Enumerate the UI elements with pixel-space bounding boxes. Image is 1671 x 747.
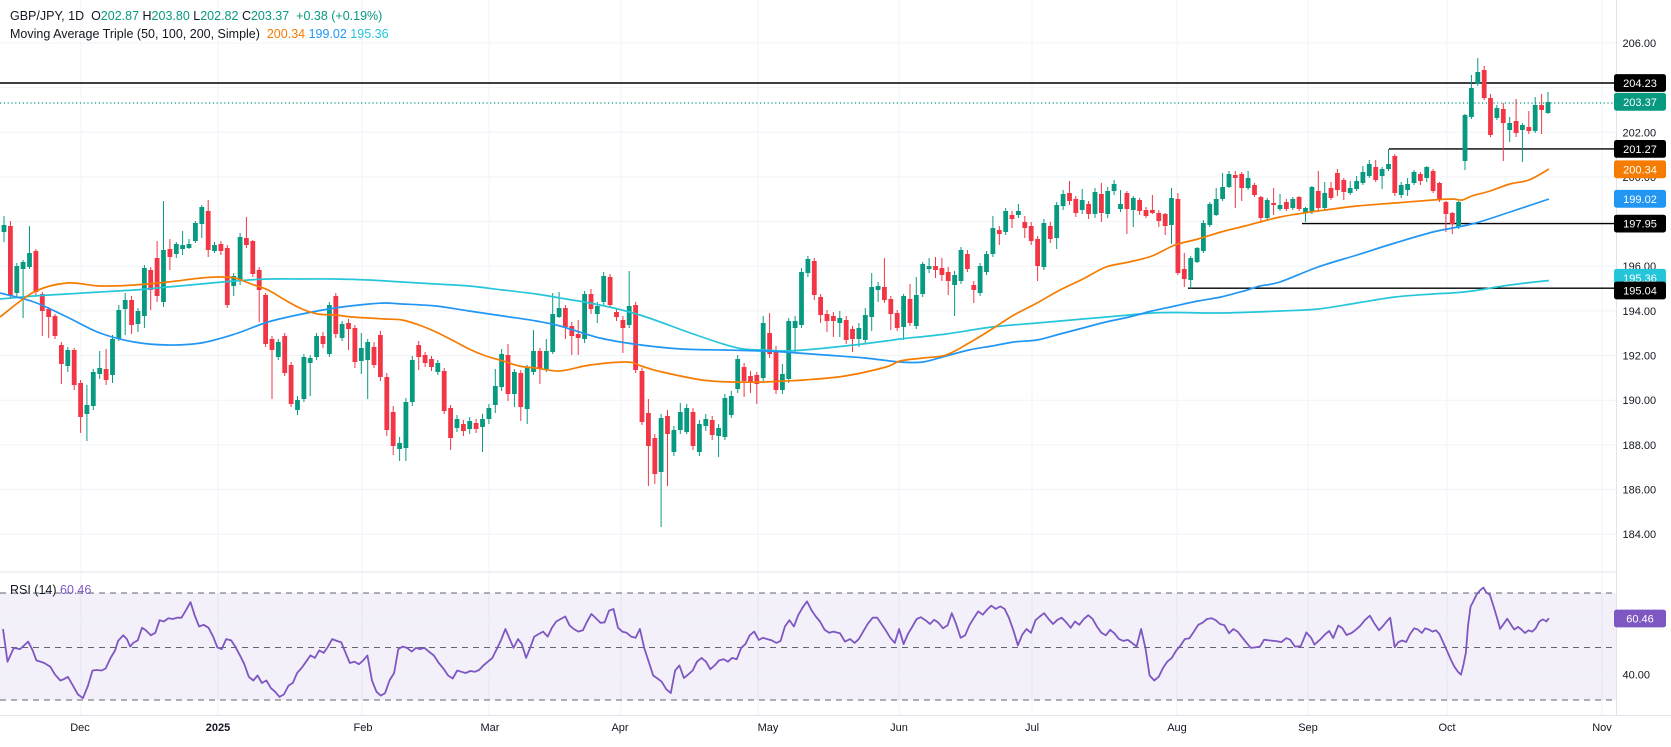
svg-text:Jul: Jul: [1025, 722, 1039, 734]
svg-text:201.27: 201.27: [1623, 144, 1657, 156]
svg-text:195.04: 195.04: [1623, 286, 1657, 298]
svg-text:190.00: 190.00: [1623, 395, 1657, 407]
svg-text:40.00: 40.00: [1623, 669, 1651, 681]
svg-text:2025: 2025: [206, 722, 230, 734]
svg-text:Sep: Sep: [1298, 722, 1318, 734]
svg-text:206.00: 206.00: [1623, 38, 1657, 50]
svg-text:Jun: Jun: [890, 722, 908, 734]
svg-text:60.46: 60.46: [1626, 614, 1654, 626]
svg-text:186.00: 186.00: [1623, 485, 1657, 497]
svg-text:192.00: 192.00: [1623, 351, 1657, 363]
svg-text:199.02: 199.02: [1623, 194, 1657, 206]
svg-text:Dec: Dec: [70, 722, 90, 734]
svg-text:Mar: Mar: [481, 722, 500, 734]
svg-text:200.34: 200.34: [1623, 164, 1657, 176]
svg-text:194.00: 194.00: [1623, 306, 1657, 318]
svg-text:202.00: 202.00: [1623, 127, 1657, 139]
svg-text:184.00: 184.00: [1623, 529, 1657, 541]
svg-text:GBP/JPY, 1D O202.87 H203.80 L: GBP/JPY, 1D O202.87 H203.80 L202.82 C203…: [10, 9, 382, 23]
svg-text:Apr: Apr: [611, 722, 628, 734]
svg-text:Moving Average Triple (50, 100: Moving Average Triple (50, 100, 200, Sim…: [10, 27, 389, 41]
svg-text:Feb: Feb: [354, 722, 373, 734]
svg-text:188.00: 188.00: [1623, 440, 1657, 452]
svg-text:Oct: Oct: [1438, 722, 1455, 734]
svg-text:197.95: 197.95: [1623, 219, 1657, 231]
svg-text:Nov: Nov: [1592, 722, 1612, 734]
svg-text:203.37: 203.37: [1623, 97, 1657, 109]
svg-text:Aug: Aug: [1167, 722, 1187, 734]
svg-text:RSI (14) 60.46: RSI (14) 60.46: [10, 583, 91, 597]
svg-text:204.23: 204.23: [1623, 78, 1657, 90]
svg-text:May: May: [758, 722, 779, 734]
